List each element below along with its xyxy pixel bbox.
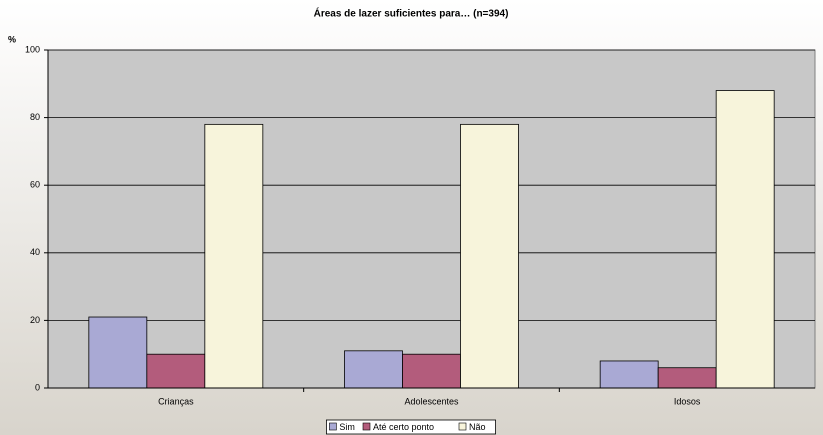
x-tick-label: Idosos: [674, 396, 701, 406]
plot-area: [48, 50, 815, 388]
x-tick-label: Crianças: [158, 396, 194, 406]
legend-label: Não: [469, 422, 486, 432]
chart: Áreas de lazer suficientes para… (n=394)…: [0, 0, 823, 435]
legend-swatch: [363, 423, 370, 430]
bar: [600, 361, 658, 388]
y-tick-label: 40: [30, 247, 40, 257]
y-tick-label: 80: [30, 112, 40, 122]
chart-title: Áreas de lazer suficientes para… (n=394): [314, 7, 509, 20]
legend-swatch: [329, 423, 336, 430]
y-tick-label: 100: [25, 44, 40, 54]
bar: [89, 317, 147, 388]
y-axis-label: %: [8, 34, 16, 44]
x-tick-label: Adolescentes: [404, 396, 459, 406]
legend-label: Sim: [339, 422, 355, 432]
y-tick-label: 60: [30, 180, 40, 190]
y-tick-label: 0: [35, 382, 40, 392]
bar: [345, 351, 403, 388]
bar: [461, 124, 519, 388]
legend-label: Até certo ponto: [373, 422, 434, 432]
bar: [716, 91, 774, 388]
bar: [658, 368, 716, 388]
bar: [205, 124, 263, 388]
bar: [147, 354, 205, 388]
bar: [403, 354, 461, 388]
y-tick-label: 20: [30, 315, 40, 325]
legend-swatch: [459, 423, 466, 430]
